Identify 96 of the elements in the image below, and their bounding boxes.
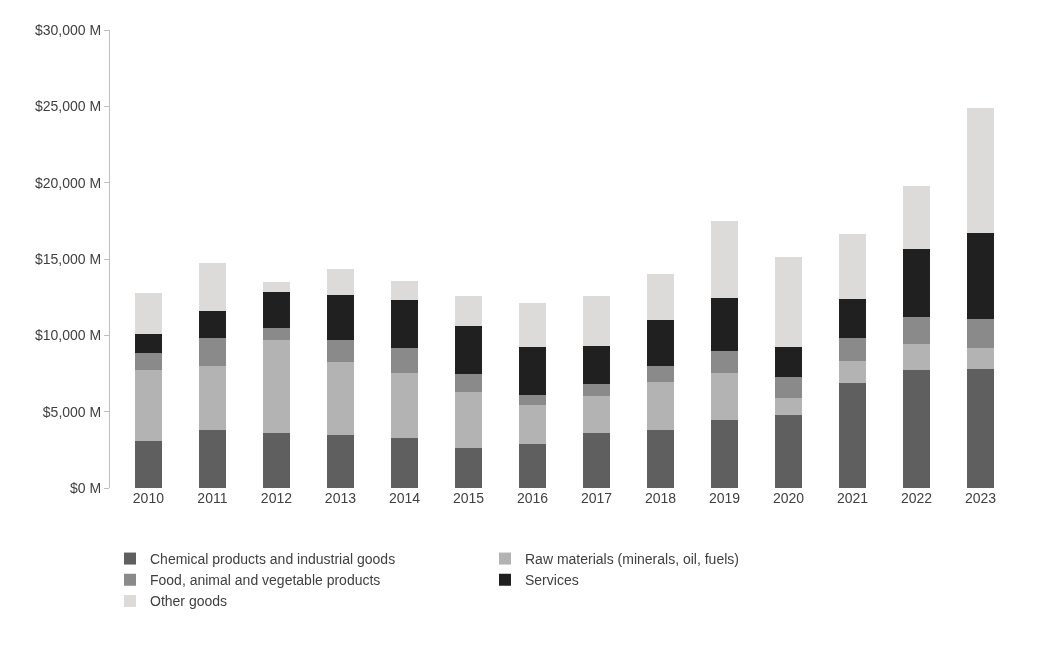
bar: [327, 362, 354, 435]
bar: [198, 338, 226, 366]
x-tick-label: 2021: [836, 490, 869, 506]
bar: [134, 333, 162, 353]
bar: [327, 434, 354, 488]
x-tick-label: 2011: [197, 490, 228, 506]
bar: [262, 327, 290, 340]
bar: [967, 233, 995, 320]
x-tick-label: 2023: [965, 490, 997, 506]
bar: [262, 433, 290, 488]
bar: [198, 365, 226, 430]
legend-label: Chemical products and industrial goods: [150, 551, 396, 568]
bar: [711, 372, 738, 421]
bar: [903, 249, 931, 318]
bar: [455, 296, 482, 327]
bar: [775, 397, 802, 416]
bar: [134, 370, 162, 441]
legend-label: Other goods: [150, 593, 228, 610]
bar: [711, 350, 738, 373]
y-tick-label: $30,000 M: [35, 21, 102, 38]
bar: [711, 220, 738, 298]
bar: [967, 368, 995, 488]
y-tick-label: $25,000 M: [35, 98, 102, 115]
bar: [262, 281, 290, 292]
x-tick-label: 2017: [580, 490, 613, 506]
bar: [647, 274, 674, 321]
x-tick-label: 2012: [260, 490, 293, 506]
bar: [391, 437, 418, 488]
bar: [967, 348, 995, 369]
bar: [583, 346, 610, 385]
bar: [967, 319, 995, 349]
x-tick-label: 2014: [388, 490, 421, 506]
bar: [455, 391, 482, 448]
bar: [198, 310, 226, 339]
y-tick-label: $5,000 M: [42, 403, 102, 420]
bar: [134, 292, 162, 334]
x-tick-label: 2013: [324, 490, 357, 506]
bar: [647, 381, 674, 430]
bar: [839, 338, 867, 361]
bar: [519, 394, 546, 405]
bar: [647, 365, 674, 382]
x-tick-label: 2019: [708, 490, 741, 506]
bar: [647, 429, 674, 488]
bar: [391, 281, 418, 301]
bar: [583, 396, 610, 434]
y-tick-label: $20,000 M: [35, 174, 102, 191]
bar: [903, 369, 931, 488]
bar: [391, 300, 418, 348]
y-tick-label: $15,000 M: [35, 250, 102, 267]
bar: [839, 298, 867, 339]
y-tick-label: $0 M: [70, 479, 102, 496]
bar: [391, 347, 418, 373]
bar: [519, 443, 546, 488]
y-tick-label: $10,000 M: [35, 327, 102, 344]
x-tick-label: 2022: [901, 490, 933, 506]
x-tick-label: 2010: [132, 490, 165, 506]
legend-label: Services: [525, 572, 579, 589]
bar: [903, 344, 931, 370]
x-tick-label: 2018: [644, 490, 677, 506]
bar: [647, 320, 674, 366]
bar: [391, 372, 418, 438]
bar: [583, 433, 610, 488]
bar: [262, 339, 290, 434]
bar: [134, 352, 162, 371]
bar: [455, 447, 482, 488]
bar: [327, 294, 354, 340]
x-tick-label: 2020: [772, 490, 805, 506]
bar: [455, 326, 482, 374]
bar: [519, 346, 546, 395]
bar: [198, 429, 226, 488]
bar: [775, 377, 802, 398]
x-tick-label: 2016: [516, 490, 549, 506]
legend-label: Raw materials (minerals, oil, fuels): [525, 551, 739, 568]
bar: [775, 346, 802, 378]
bar: [839, 382, 867, 488]
bar: [903, 186, 931, 250]
bar: [198, 262, 226, 311]
bar: [775, 415, 802, 488]
bar: [775, 257, 802, 347]
bar: [519, 303, 546, 347]
bar: [839, 360, 867, 383]
bar: [583, 384, 610, 397]
bar: [327, 268, 354, 295]
x-tick-label: 2015: [452, 490, 485, 506]
legend-label: Food, animal and vegetable products: [150, 572, 381, 589]
bar: [134, 440, 162, 488]
bar: [711, 420, 738, 488]
bar: [583, 296, 610, 347]
bar: [262, 291, 290, 328]
bar: [967, 107, 995, 234]
bar: [711, 297, 738, 351]
bar: [519, 404, 546, 444]
bar: [455, 373, 482, 392]
bar: [839, 233, 867, 299]
bar: [327, 339, 354, 363]
bar: [903, 317, 931, 345]
